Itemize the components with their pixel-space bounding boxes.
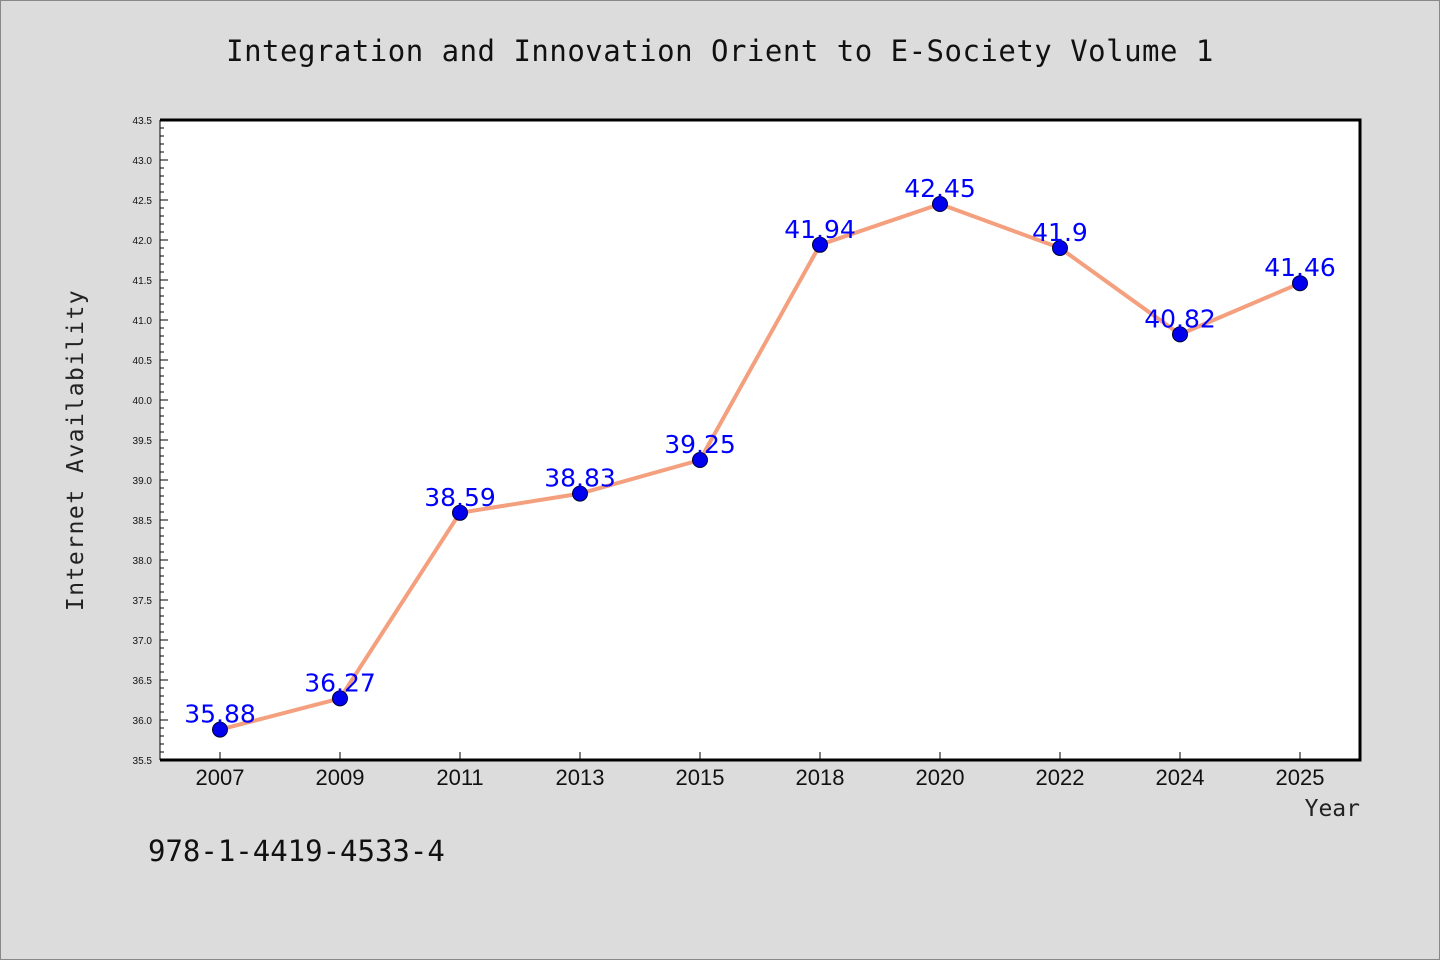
data-point <box>692 452 708 468</box>
y-tick-label: 39.0 <box>133 476 153 487</box>
data-point <box>1052 240 1068 256</box>
data-label: 41.94 <box>784 215 856 244</box>
y-tick-label: 42.5 <box>133 196 153 207</box>
y-tick-label: 38.5 <box>133 516 153 527</box>
data-point <box>332 690 348 707</box>
y-tick-label: 39.5 <box>133 436 153 447</box>
data-point <box>812 236 828 253</box>
data-point <box>1292 275 1308 292</box>
y-tick-label: 43.5 <box>133 116 153 127</box>
x-tick-label: 2013 <box>556 765 605 790</box>
y-tick-label: 36.5 <box>133 676 153 687</box>
y-tick-label: 40.0 <box>133 396 153 407</box>
plot-background <box>160 120 1360 760</box>
data-label: 40.82 <box>1144 304 1216 333</box>
y-tick-label: 38.0 <box>133 556 153 567</box>
series-line <box>218 202 1302 732</box>
y-tick-label: 37.5 <box>133 596 153 607</box>
y-tick-label: 36.0 <box>133 716 153 727</box>
data-point <box>1172 326 1188 343</box>
y-tick-label: 40.5 <box>133 356 153 367</box>
isbn-footer: 978-1-4419-4533-4 <box>148 834 445 868</box>
y-tick-label: 41.5 <box>133 276 153 287</box>
x-tick-label: 2025 <box>1276 765 1325 790</box>
y-tick-label: 41.0 <box>133 316 153 327</box>
x-tick-label: 2024 <box>1156 765 1205 790</box>
x-tick-label: 2009 <box>316 765 365 790</box>
data-label: 38.59 <box>424 483 496 512</box>
data-point <box>572 485 588 502</box>
data-point <box>212 721 228 738</box>
data-label: 38.83 <box>544 464 616 493</box>
x-tick-label: 2007 <box>196 765 245 790</box>
y-tick-label: 42.0 <box>133 236 153 247</box>
data-label: 42.45 <box>904 174 976 203</box>
x-axis-label: Year <box>1304 796 1360 822</box>
data-label: 35.88 <box>184 700 256 729</box>
x-tick-label: 2022 <box>1036 765 1085 790</box>
data-label: 36.27 <box>304 668 376 697</box>
x-tick-label: 2020 <box>916 765 965 790</box>
data-point <box>452 504 468 521</box>
data-label: 41.9 <box>1032 218 1088 247</box>
data-label: 39.25 <box>664 430 736 459</box>
x-tick-label: 2018 <box>796 765 845 790</box>
y-tick-label: 35.5 <box>133 756 153 767</box>
x-tick-label: 2011 <box>436 765 483 790</box>
chart-title: Integration and Innovation Orient to E-S… <box>226 34 1214 68</box>
data-point <box>932 196 948 212</box>
x-tick-label: 2015 <box>676 765 725 790</box>
data-label: 41.46 <box>1264 253 1336 282</box>
y-tick-label: 43.0 <box>133 156 153 167</box>
y-tick-label: 37.0 <box>133 636 153 647</box>
